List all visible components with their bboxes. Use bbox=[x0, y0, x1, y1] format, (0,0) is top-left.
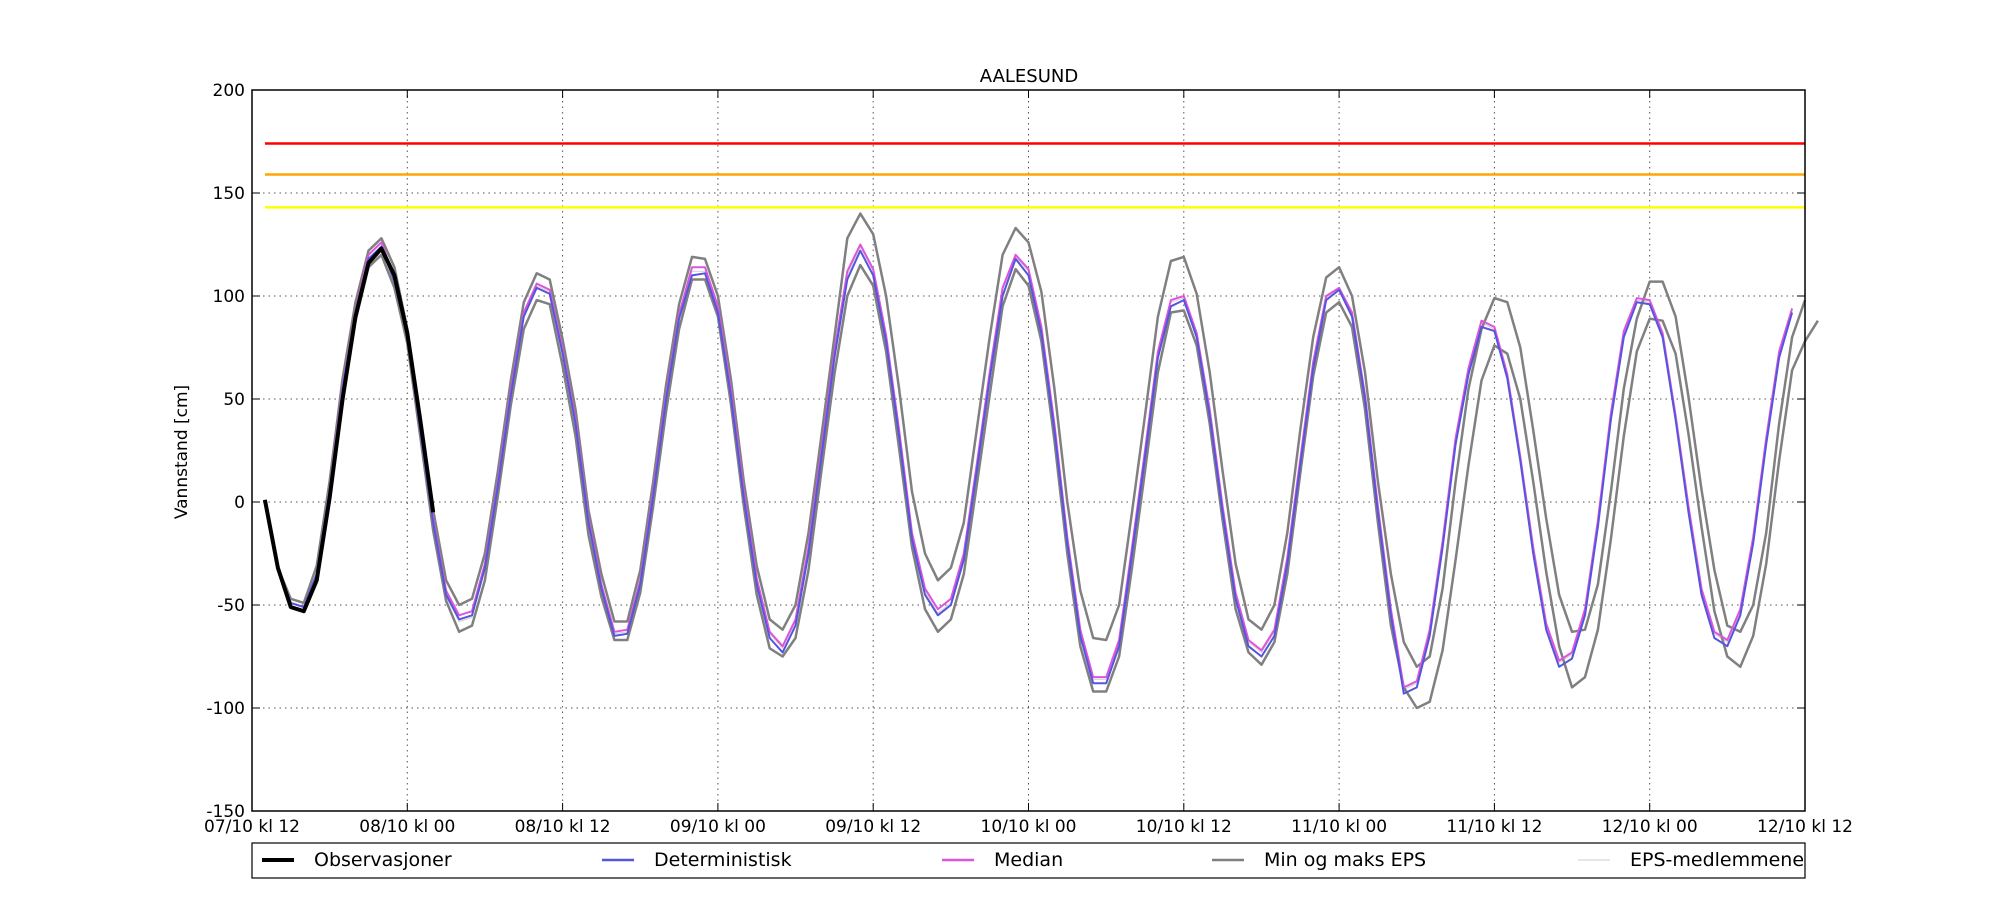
series-line-4 bbox=[263, 253, 1819, 710]
x-tick-label-2: 08/10 kl 12 bbox=[515, 817, 611, 837]
x-axis-ticks: 07/10 kl 12 08/10 kl 00 08/10 kl 12 09/10 k… bbox=[204, 90, 1853, 837]
y-tick-label-4: 50 bbox=[223, 390, 245, 410]
chart-title: AALESUND bbox=[980, 66, 1078, 87]
series-line-1 bbox=[263, 245, 1794, 695]
x-tick-label-1: 08/10 kl 00 bbox=[359, 817, 455, 837]
y-tick-label-3: 0 bbox=[234, 493, 245, 513]
x-tick-label-4: 09/10 kl 12 bbox=[825, 817, 921, 837]
x-tick-label-0: 07/10 kl 12 bbox=[204, 817, 300, 837]
grid-lines bbox=[252, 90, 1805, 811]
x-tick-label-3: 09/10 kl 00 bbox=[670, 817, 766, 837]
y-axis-label: Vannstand [cm] bbox=[172, 385, 192, 519]
y-tick-label-6: 150 bbox=[213, 184, 245, 204]
legend-label-2: Median bbox=[994, 849, 1063, 871]
series-lines bbox=[262, 212, 1819, 710]
y-tick-label-1: -100 bbox=[206, 699, 245, 719]
legend-label-3: Min og maks EPS bbox=[1264, 849, 1426, 871]
y-tick-label-7: 200 bbox=[213, 81, 245, 101]
plot-frame bbox=[251, 89, 1806, 812]
x-tick-label-6: 10/10 kl 12 bbox=[1136, 817, 1232, 837]
x-tick-label-5: 10/10 kl 00 bbox=[981, 817, 1077, 837]
x-tick-label-9: 12/10 kl 00 bbox=[1602, 817, 1698, 837]
x-tick-label-10: 12/10 kl 12 bbox=[1757, 817, 1853, 837]
y-axis-ticks: -150 -100 -50 0 50 100 150 200 bbox=[206, 81, 1805, 822]
legend: Observasjoner Deterministisk Median Min og … bbox=[251, 842, 1806, 879]
y-tick-label-5: 100 bbox=[213, 287, 245, 307]
legend-label-1: Deterministisk bbox=[654, 849, 792, 871]
legend-label-0: Observasjoner bbox=[314, 849, 452, 871]
legend-label-4: EPS-medlemmene bbox=[1630, 849, 1804, 871]
legend-box bbox=[251, 842, 1806, 879]
x-tick-label-7: 11/10 kl 00 bbox=[1291, 817, 1387, 837]
series-line-0 bbox=[262, 246, 436, 614]
x-tick-label-8: 11/10 kl 12 bbox=[1446, 817, 1542, 837]
series-line-3 bbox=[263, 212, 1807, 669]
y-tick-label-2: -50 bbox=[217, 596, 245, 616]
y-tick-label-0: -150 bbox=[206, 802, 245, 822]
threshold-lines bbox=[264, 142, 1805, 209]
